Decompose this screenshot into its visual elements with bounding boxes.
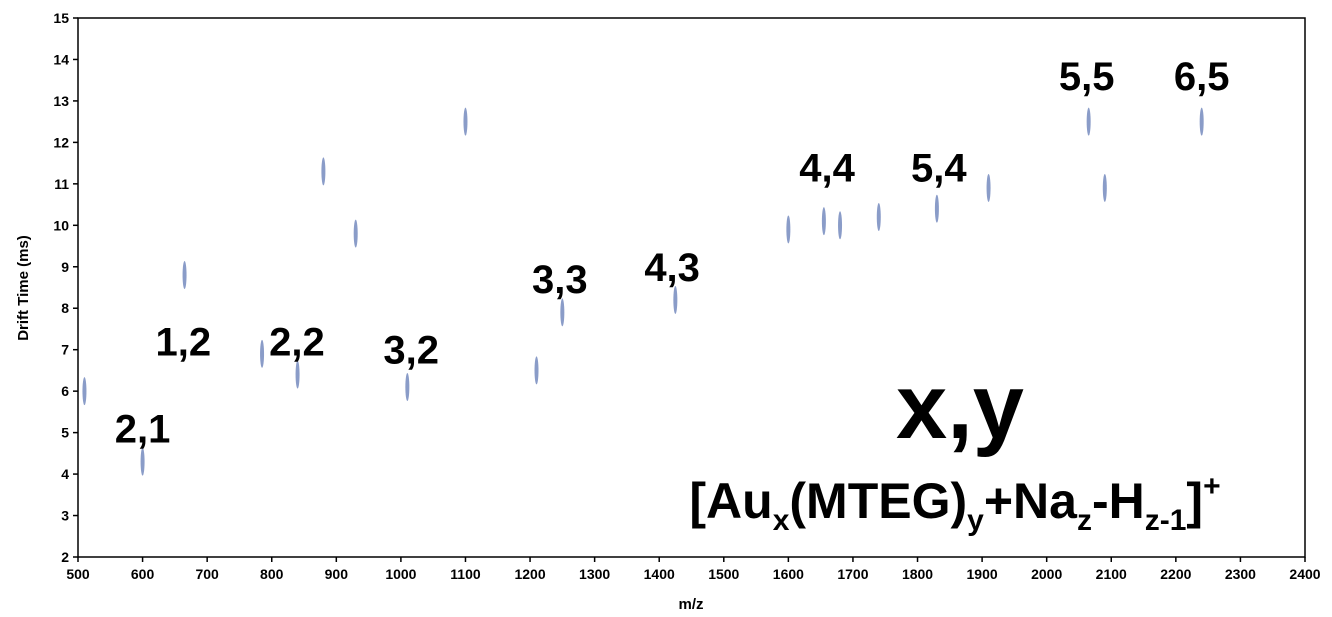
peak — [673, 285, 678, 314]
x-tick-label: 1300 — [579, 566, 610, 582]
annotation: 5,5 — [1059, 55, 1115, 99]
annotation: 2,1 — [115, 407, 171, 451]
y-axis-label: Drift Time (ms) — [15, 235, 32, 341]
x-tick-label: 1100 — [450, 566, 481, 582]
peak — [934, 194, 939, 223]
formula-part: y — [967, 504, 984, 537]
x-tick-label: 2300 — [1225, 566, 1256, 582]
peak — [1102, 173, 1107, 202]
y-tick-label: 14 — [53, 51, 69, 67]
annotation: 6,5 — [1174, 55, 1230, 99]
peak — [1199, 107, 1204, 136]
peak — [463, 107, 468, 136]
x-tick-label: 1800 — [902, 566, 933, 582]
peak — [260, 339, 265, 368]
y-tick-label: 3 — [61, 508, 69, 524]
x-tick-label: 1600 — [773, 566, 804, 582]
peak — [786, 215, 791, 244]
x-tick-label: 600 — [131, 566, 155, 582]
formula-part: +Na — [984, 473, 1078, 529]
y-tick-label: 6 — [61, 383, 69, 399]
peak — [560, 298, 565, 327]
annotation: 3,3 — [532, 258, 588, 302]
formula-part: z-1 — [1145, 504, 1187, 537]
peak — [295, 360, 300, 389]
peak — [140, 447, 145, 476]
x-axis-label: m/z — [678, 596, 703, 613]
x-tick-label: 800 — [260, 566, 284, 582]
x-tick-label: 1900 — [967, 566, 998, 582]
formula-part: + — [1203, 470, 1221, 503]
x-tick-label: 1400 — [644, 566, 675, 582]
x-tick-label: 1700 — [837, 566, 868, 582]
x-tick-label: 2400 — [1289, 566, 1320, 582]
y-tick-label: 12 — [53, 134, 69, 150]
y-tick-label: 11 — [54, 176, 69, 192]
y-tick-label: 7 — [61, 342, 69, 358]
formula-part: (MTEG) — [789, 473, 967, 529]
peak — [82, 377, 87, 406]
peak — [405, 373, 410, 402]
y-tick-label: 4 — [61, 466, 69, 482]
peak — [986, 173, 991, 202]
peak — [838, 211, 843, 240]
peak — [321, 157, 326, 186]
peak — [876, 203, 881, 232]
x-tick-label: 1200 — [514, 566, 545, 582]
x-tick-label: 900 — [325, 566, 349, 582]
formula-part: ] — [1186, 473, 1203, 529]
y-tick-label: 10 — [53, 217, 69, 233]
x-tick-label: 700 — [195, 566, 219, 582]
formula-part: -H — [1092, 473, 1145, 529]
annotation: 1,2 — [155, 320, 211, 364]
peak — [821, 207, 826, 236]
peak — [353, 219, 358, 248]
peak — [534, 356, 539, 385]
formula-part: [Au — [689, 473, 772, 529]
annotation: 3,2 — [383, 329, 439, 373]
y-tick-label: 15 — [53, 10, 69, 26]
x-tick-label: 1500 — [708, 566, 739, 582]
x-tick-label: 2100 — [1096, 566, 1127, 582]
x-tick-label: 2000 — [1031, 566, 1062, 582]
x-tick-label: 2200 — [1160, 566, 1191, 582]
formula-part: x — [773, 504, 790, 537]
plot-frame — [77, 17, 1306, 558]
y-tick-label: 8 — [61, 300, 69, 316]
formula: [Aux(MTEG)y+Naz-Hz-1]+ — [689, 470, 1220, 537]
x-tick-label: 500 — [66, 566, 90, 582]
peak — [182, 261, 187, 290]
formula-part: z — [1077, 504, 1092, 537]
annotation: 2,2 — [269, 320, 325, 364]
peak — [1086, 107, 1091, 136]
legend-title: x,y — [896, 356, 1024, 458]
annotation: 4,4 — [799, 146, 855, 190]
annotation: 4,3 — [644, 246, 700, 290]
y-tick-label: 2 — [61, 549, 69, 565]
annotation: 5,4 — [911, 146, 967, 190]
y-tick-label: 13 — [53, 93, 69, 109]
x-tick-label: 1000 — [385, 566, 416, 582]
y-tick-label: 9 — [61, 259, 69, 275]
y-tick-label: 5 — [61, 425, 69, 441]
